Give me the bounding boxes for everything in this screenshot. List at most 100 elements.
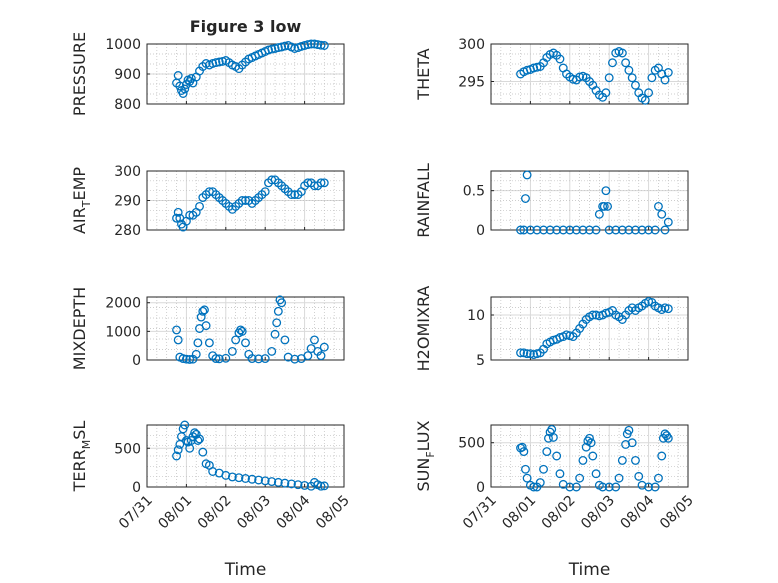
plot-7-data-point [172,451,181,461]
plot-7-ylabel: TERRMSL [70,421,93,493]
plot-8-ytick-label: 500 [458,436,485,452]
plot-8-data-point [614,473,624,483]
plot-8-data-point [519,447,529,457]
plot-7-data-point [260,476,270,486]
plot-2-data-point [624,65,634,75]
plot-5-ytick-label: 1000 [105,324,141,340]
plot-5-data-point [191,349,201,359]
plot-8-data-point [547,424,557,434]
plot-4-data-point [552,225,562,235]
plot-1: 800 900 1000 PRESSURE Figure 3 low [70,17,345,116]
plot-8-data-point [517,442,527,452]
plot-4-data-point [654,201,663,211]
plot-8-data-point [621,440,631,449]
plot-3-data-point [316,178,326,188]
plot-7-data-point [287,479,296,489]
plot-6: 5 10 H2OMIXRA [414,286,689,371]
plot-1-data-point [173,71,183,80]
plot-8-data-point [552,451,562,461]
plot-2-axes-box [490,43,689,105]
plot-4-axes-box [490,170,689,231]
plot-7-data-point [241,474,250,483]
plot-5-data-point [172,325,181,335]
plot-1-data-point [310,39,319,49]
plot-4-data-point [522,170,532,180]
plot-1-data-point [211,58,221,68]
figure-title: Figure 3 low [190,17,302,36]
plot-8-xlabel: Time [568,560,611,580]
plot-4-data-point [519,225,529,235]
plot-4-data-point [631,225,640,235]
plot-5-data-point [204,338,214,348]
plot-8-xtick-label: 08/04 [618,492,658,532]
plot-1-data-point [175,81,185,91]
plot-7-data-point [254,475,264,485]
plot-7-data-point [280,478,290,488]
plot-4-data-point [637,225,647,235]
plot-4-data-point [525,225,535,235]
plot-7-xlabel: Time [224,560,267,580]
plot-7-data-point [208,467,218,476]
plot-8-data-point [644,482,654,492]
plot-1-data-point [178,89,188,98]
plot-8-data-point [585,433,594,443]
plot-7-ylabel-subscript: M [80,440,93,450]
plot-3-ylabel-main: AIR [70,207,89,234]
plot-2-ylabel: THETA [414,48,433,100]
plot-7-xtick-label: 08/04 [274,492,314,532]
plot-1-ylabel: PRESSURE [70,32,89,116]
plot-2-data-point [660,75,670,85]
plot-2-data-point [617,48,627,58]
plot-8-data-point [542,447,552,457]
plot-7-xtick-label: 08/01 [155,493,195,533]
plot-5-data-point [201,321,211,331]
plot-8-data-point [611,482,621,492]
plot-7-data-point [234,473,244,483]
plot-4-data-point [558,225,568,235]
plot-5-data-point [290,354,300,364]
plot-4-data-point [663,217,673,227]
plot-5-axes-box [146,296,345,361]
plot-8-data-point [604,482,614,492]
plot-5-data-point [198,306,208,316]
plot-8-data-point [548,432,558,442]
plot-5-ytick-label: 0 [132,353,141,369]
plot-7-ytick-label: 500 [114,441,141,457]
plot-7-data-point [247,474,257,484]
plot-5-data-point [241,338,250,348]
plot-8-ylabel-main: SUN [414,458,433,492]
plot-2-data-point [640,95,650,105]
plot-5-data-point [200,305,209,315]
plot-8-data-point [581,442,591,452]
plot-7-ylabel-main: TERR [70,449,89,492]
plot-2-data-point [631,80,640,90]
plot-1-data-point [180,84,190,94]
plot-2-data-point [601,88,611,98]
plot-3-ytick-label: 300 [114,164,141,180]
plot-8-xtick-label: 08/05 [657,493,697,533]
plot-3-data-point [173,207,183,217]
plot-8-data-point [544,433,553,443]
plot-4-data-point [594,209,604,219]
plot-7-axes-box [146,424,345,488]
plot-4-data-point [611,225,621,235]
plot-8-data-point [663,433,673,443]
plot-6-data-point [522,349,532,359]
plot-7-data-point [181,436,191,445]
plot-7-data-point [180,420,190,430]
plot-2: 295 300 THETA [414,37,689,105]
plot-8-data-point [598,482,608,492]
plot-7-data-point [227,472,237,482]
plot-3-data-point [172,213,181,223]
plot-1-data-point [186,74,196,83]
plot-7-xtick-label: 08/05 [313,493,353,533]
plot-4-data-point [591,225,601,235]
plot-5-data-point [272,318,282,328]
plot-6-ytick-label: 5 [476,353,485,369]
plot-4-data-point [624,225,634,235]
plot-8-ytick-label: 0 [476,480,485,496]
plot-5-ytick-label: 2000 [105,296,141,312]
plot-2-ytick-label: 300 [458,37,485,53]
plot-8-data-point [521,464,530,474]
